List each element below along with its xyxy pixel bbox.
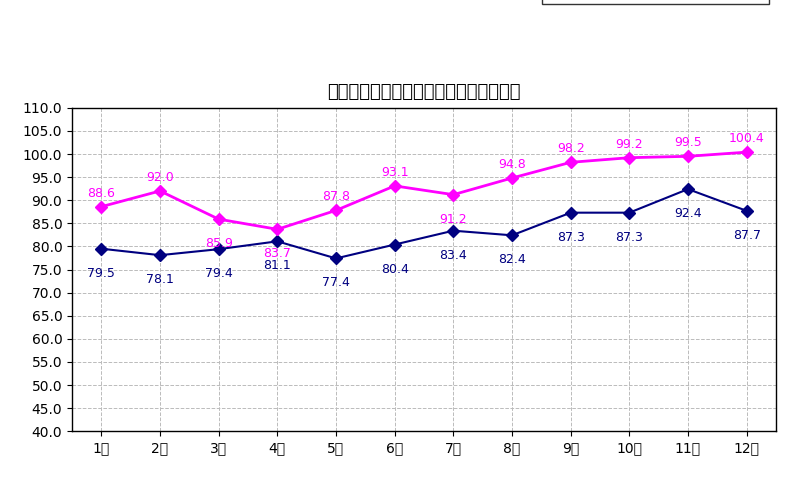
Text: 87.3: 87.3 — [615, 231, 643, 244]
Text: 81.1: 81.1 — [263, 259, 291, 272]
メス — [155, 252, 165, 258]
メス — [97, 246, 106, 252]
Text: 87.7: 87.7 — [733, 229, 761, 242]
去勢 — [449, 192, 458, 197]
メス — [273, 238, 282, 244]
去勢 — [683, 153, 693, 159]
メス — [214, 246, 223, 252]
Text: 83.4: 83.4 — [439, 249, 467, 262]
Text: 87.3: 87.3 — [557, 231, 585, 244]
Text: 98.2: 98.2 — [557, 143, 585, 155]
Text: 80.4: 80.4 — [381, 263, 409, 275]
去勢 — [331, 207, 341, 213]
メス — [742, 208, 751, 214]
去勢 — [155, 188, 165, 194]
Text: 93.1: 93.1 — [381, 166, 409, 179]
メス — [625, 210, 634, 216]
Line: 去勢: 去勢 — [97, 148, 751, 233]
去勢 — [273, 226, 282, 232]
Text: 78.1: 78.1 — [146, 273, 174, 286]
メス — [683, 186, 693, 192]
メス — [507, 232, 517, 238]
Text: 79.4: 79.4 — [205, 267, 233, 280]
Text: 99.2: 99.2 — [615, 138, 643, 151]
去勢 — [507, 175, 517, 181]
去勢 — [214, 216, 223, 222]
去勢 — [97, 204, 106, 210]
Title: 平成２９年　淡路家畜市場　和子牛市場: 平成２９年 淡路家畜市場 和子牛市場 — [327, 83, 521, 100]
Text: 100.4: 100.4 — [729, 132, 765, 145]
Text: 83.7: 83.7 — [263, 247, 291, 260]
去勢 — [390, 183, 399, 189]
Text: 91.2: 91.2 — [439, 213, 467, 226]
Text: 77.4: 77.4 — [322, 276, 350, 290]
メス — [449, 228, 458, 234]
Text: 88.6: 88.6 — [87, 187, 115, 200]
Legend: オス, メス, 去勢: オス, メス, 去勢 — [542, 0, 769, 4]
Line: メス: メス — [97, 185, 751, 263]
Text: 87.8: 87.8 — [322, 191, 350, 203]
Text: 94.8: 94.8 — [498, 158, 526, 171]
Text: 99.5: 99.5 — [674, 136, 702, 149]
Text: 85.9: 85.9 — [205, 237, 233, 250]
Text: 82.4: 82.4 — [498, 253, 526, 267]
去勢 — [625, 155, 634, 161]
去勢 — [742, 149, 751, 155]
去勢 — [566, 159, 575, 165]
Text: 92.4: 92.4 — [674, 207, 702, 220]
Text: 79.5: 79.5 — [87, 267, 115, 280]
Text: 92.0: 92.0 — [146, 171, 174, 184]
メス — [390, 242, 399, 247]
メス — [566, 210, 575, 216]
メス — [331, 255, 341, 261]
